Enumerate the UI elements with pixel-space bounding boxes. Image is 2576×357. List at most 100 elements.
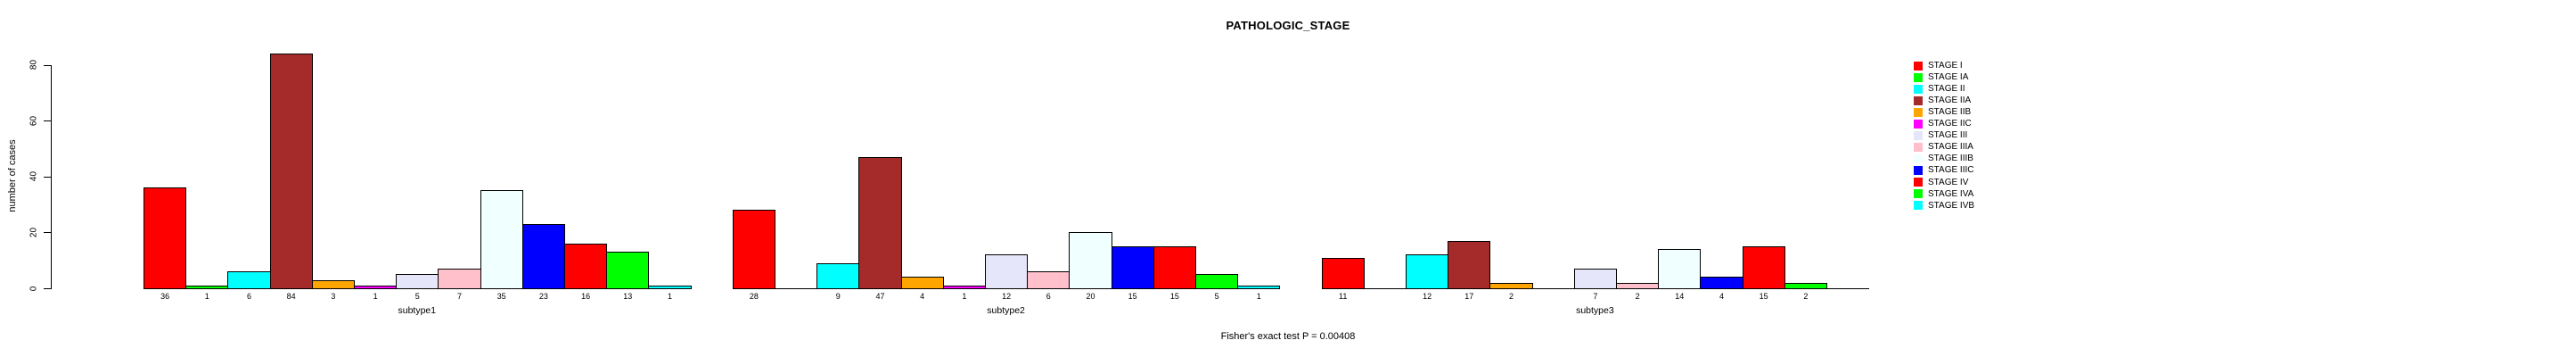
bar-subtype1-STAGE IIIB [480,190,523,289]
y-axis-tick-label: 20 [29,227,38,237]
bar-subtype2-STAGE IIA [858,156,902,289]
bar-value-label: 28 [749,292,759,301]
bar-value-label: 2 [1635,292,1640,301]
bar-value-label: 1 [1256,292,1261,301]
stat-annotation: Fisher's exact test P = 0.00408 [1220,331,1356,342]
bar-value-label: 6 [1046,292,1051,301]
bar-value-label: 15 [1759,292,1768,301]
bar-subtype2-STAGE I [732,210,775,289]
legend-swatch [1914,201,1923,211]
x-axis-group-label: subtype2 [987,305,1025,316]
legend: STAGE I STAGE IA STAGE II STAGE IIA STAGE II… [1914,60,2181,216]
bar-value-label: 12 [1423,292,1432,301]
legend-label: STAGE IIC [1928,119,1972,129]
legend-label: STAGE IIB [1928,107,1972,118]
chart-title: PATHOLOGIC_STAGE [1226,19,1350,32]
legend-label: STAGE IIIB [1928,154,1973,164]
bar-value-label: 1 [373,292,378,301]
bar-value-label: 6 [246,292,251,301]
legend-label: STAGE IVA [1928,188,1974,199]
legend-swatch [1914,61,1923,71]
y-axis-line [50,64,52,289]
bar-subtype2-STAGE IVA [1195,274,1239,289]
legend-swatch [1914,95,1923,105]
legend-swatch [1914,165,1923,175]
bar-subtype2-STAGE IIIC [1111,246,1154,289]
bar-subtype2-STAGE IIIA [1027,271,1071,289]
legend-swatch [1914,189,1923,199]
bar-value-label: 36 [160,292,170,301]
bar-value-label: 4 [1719,292,1724,301]
bar-subtype3-STAGE I [1321,257,1365,289]
bar-subtype3-STAGE IIA [1448,240,1491,289]
legend-item: STAGE IIC [1914,118,2181,129]
bar-value-label: 35 [496,292,506,301]
legend-label: STAGE IIA [1928,95,1972,106]
bar-subtype1-STAGE I [144,187,187,289]
bar-value-label: 17 [1464,292,1474,301]
legend-label: STAGE II [1928,84,1965,95]
bar-value-label: 5 [414,292,420,301]
bar-value-label: 7 [456,292,462,301]
legend-swatch [1914,84,1923,94]
y-axis-tick-label: 40 [29,171,38,182]
legend-item: STAGE IIIB [1914,153,2181,164]
bar-subtype2-STAGE IV [1153,246,1196,289]
legend-swatch [1914,72,1923,82]
legend-label: STAGE IVB [1928,200,1975,211]
x-axis-group-label: subtype3 [1576,305,1614,316]
bar-value-label: 2 [1803,292,1809,301]
bar-value-label: 13 [623,292,633,301]
bar-subtype2-STAGE IVB [1237,285,1281,289]
bar-subtype3-STAGE IVA [1784,282,1827,289]
y-axis-tick [43,64,51,66]
y-axis-tick [43,120,51,122]
bar-value-label: 1 [962,292,967,301]
bar-value-label: 11 [1339,292,1348,301]
legend-item: STAGE IIB [1914,106,2181,118]
legend-item: STAGE IVB [1914,200,2181,212]
legend-label: STAGE IA [1928,72,1969,83]
bar-subtype3-STAGE IIIC [1700,277,1743,289]
legend-swatch [1914,142,1923,152]
legend-item: STAGE IIA [1914,95,2181,106]
x-axis-group-label: subtype1 [398,305,437,316]
legend-label: STAGE I [1928,61,1963,71]
bar-subtype1-STAGE IVA [606,252,650,289]
y-axis-tick-label: 60 [29,115,38,126]
bar-value-label: 16 [581,292,591,301]
bar-value-label: 4 [920,292,925,301]
y-axis-tick [43,288,51,289]
bar-value-label: 1 [667,292,672,301]
legend-item: STAGE I [1914,60,2181,71]
legend-swatch [1914,119,1923,129]
legend-label: STAGE IIIC [1928,165,1974,176]
bar-subtype3-STAGE II [1406,254,1449,289]
bar-subtype3-STAGE IIIB [1658,249,1702,289]
bar-subtype1-STAGE IA [185,285,229,289]
legend-swatch [1914,154,1923,163]
bar-value-label: 47 [875,292,885,301]
legend-item: STAGE III [1914,129,2181,141]
legend-item: STAGE IIIC [1914,164,2181,176]
bar-subtype2-STAGE III [985,254,1029,289]
legend-swatch [1914,130,1923,140]
bar-subtype1-STAGE IIIC [521,224,565,289]
bar-subtype3-STAGE IIB [1489,282,1533,289]
bar-value-label: 7 [1593,292,1598,301]
bar-value-label: 84 [286,292,296,301]
y-axis-tick [43,232,51,234]
bar-value-label: 3 [331,292,336,301]
legend-item: STAGE IVA [1914,188,2181,200]
bar-subtype2-STAGE IIB [900,277,944,289]
bar-subtype3-STAGE IV [1742,246,1785,289]
bar-value-label: 15 [1169,292,1179,301]
bar-subtype2-STAGE IIC [942,285,986,289]
legend-item: STAGE IIIA [1914,141,2181,153]
legend-item: STAGE IV [1914,177,2181,188]
bar-value-label: 15 [1128,292,1137,301]
bar-value-label: 20 [1086,292,1095,301]
legend-label: STAGE IV [1928,177,1969,187]
